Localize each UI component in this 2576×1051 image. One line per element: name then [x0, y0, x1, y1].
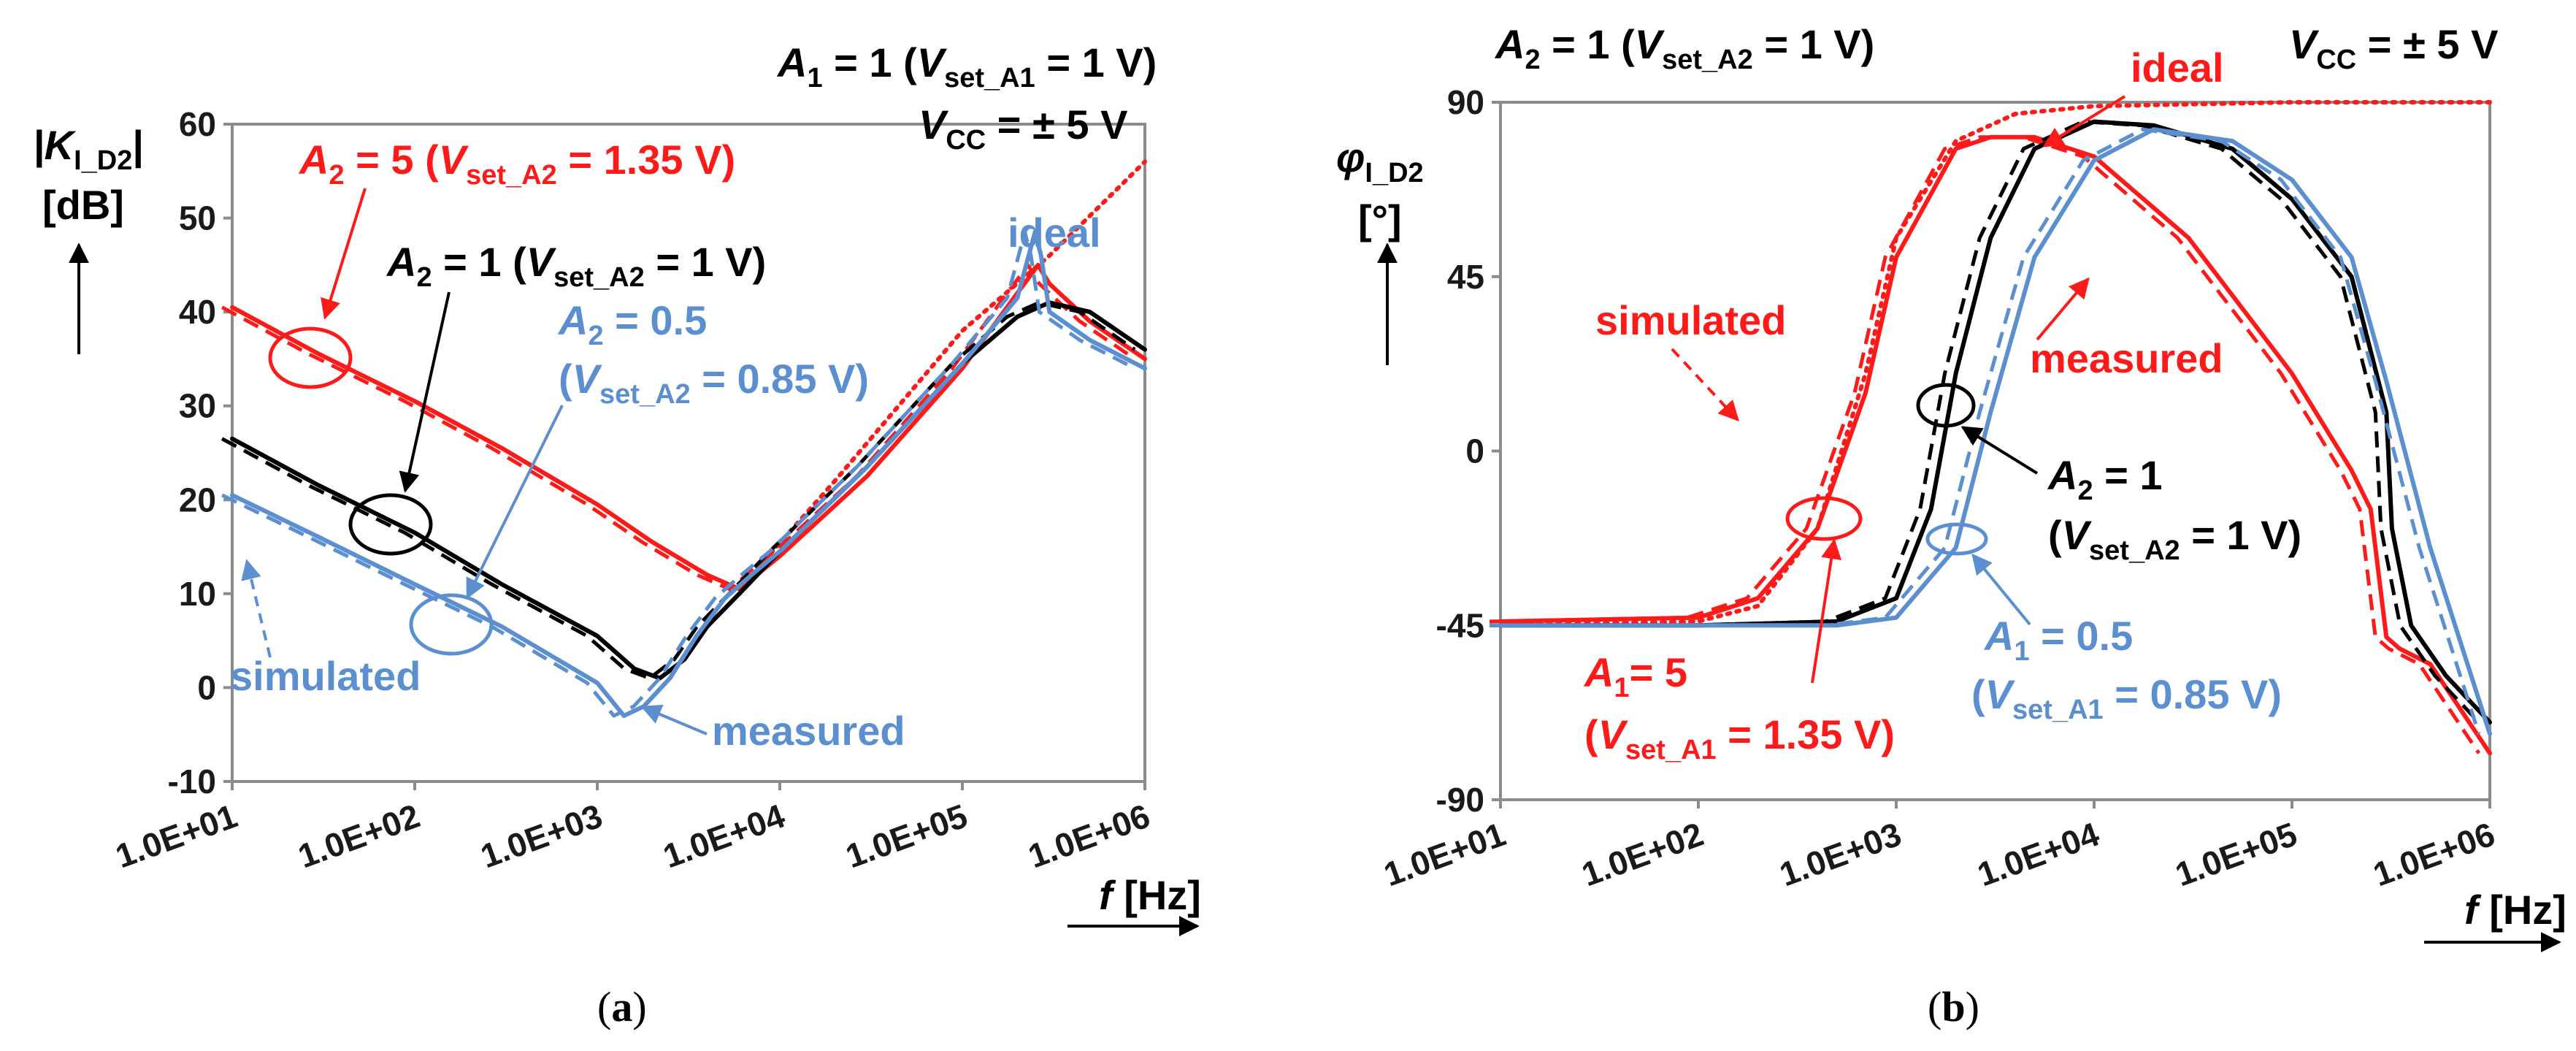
label-a2-1: A2 = 1 (Vset_A2 = 1 V) [386, 239, 766, 293]
x-tick-label-a: 1.0E+02 [293, 797, 424, 876]
y-tick-label-a: 30 [179, 387, 216, 425]
y-tick-label-a: 0 [197, 668, 216, 706]
plot-area-a [231, 123, 1146, 783]
x-tick-label-b: 1.0E+01 [1379, 815, 1510, 894]
simulated-label-a: simulated [230, 653, 421, 699]
label-a2-05: A2 = 0.5 [557, 297, 707, 351]
series-simulated-a-1 [221, 263, 1136, 591]
y-tick-label-b: -45 [1436, 606, 1484, 644]
y-tick-label-b: -90 [1436, 781, 1484, 819]
x-tick-label-a: 1.0E+01 [110, 797, 242, 876]
label-b-a2-1: A2 = 1 [2047, 452, 2163, 506]
y-tick-label-a: 50 [179, 199, 216, 237]
series-line-a-3 [230, 229, 1147, 718]
marker-ellipse-b-a1-05 [1925, 522, 1988, 556]
x-axis-label-a: f [Hz] [1099, 872, 1201, 918]
simulated-label-b: simulated [1595, 297, 1786, 343]
condition-a1-a: A1 = 1 (Vset_A1 = 1 V) [776, 39, 1157, 93]
plot-area-b [1499, 101, 2491, 801]
measured-arrow-a [640, 704, 708, 735]
condition-b: A2 = 1 (Vset_A2 = 1 V) [1494, 21, 1874, 75]
arrow-a2-05 [466, 405, 564, 600]
x-tick-label-a: 1.0E+04 [658, 796, 789, 875]
x-tick-label-b: 1.0E+05 [2170, 815, 2301, 894]
arrow-b-a1-05 [1971, 553, 2031, 626]
vcc-label-b: VCC = ± 5 V [2289, 21, 2498, 75]
y-tick-label-a: 40 [179, 293, 216, 331]
arrow-a2-1 [399, 291, 451, 493]
x-tick-label-a: 1.0E+03 [475, 797, 607, 876]
y-axis-unit-b: [°] [1358, 196, 1402, 242]
label-a2-05-line2: (Vset_A2 = 0.85 V) [559, 356, 869, 410]
measured-arrow-b [2036, 277, 2090, 341]
panel-b: -90 -45 0 45 90 1.0E+01 1.0E+02 1.0E+03 1.0E+04 1… [1336, 21, 2567, 1031]
series-a [221, 159, 1147, 718]
x-tick-label-a: 1.0E+05 [840, 797, 972, 876]
series-line-b-3 [1498, 127, 2492, 736]
label-b-a1-5-line2: (Vset_A1 = 1.35 V) [1584, 711, 1895, 765]
y-tick-label-b: 45 [1447, 258, 1484, 296]
marker-ellipse-b-a2-1 [1916, 383, 1976, 428]
measured-label-b: measured [2030, 335, 2223, 381]
panel-a: -10 0 10 20 30 40 50 60 1.0E+01 1.0E+02 1.0E+03 1.0… [33, 39, 1201, 1031]
x-tick-label-b: 1.0E+03 [1774, 815, 1906, 894]
ideal-label-b: ideal [2131, 45, 2224, 91]
y-tick-label-b: 0 [1465, 432, 1484, 470]
x-tick-label-b: 1.0E+04 [1972, 814, 2104, 893]
arrow-b-a1-5 [1811, 538, 1842, 684]
grid-b [1492, 101, 2491, 809]
marker-ellipse-a2-5 [268, 326, 353, 389]
x-axis-label-b: f [Hz] [2464, 887, 2567, 933]
label-b-a1-5: A1= 5 [1583, 649, 1687, 703]
arrow-a2-5 [321, 188, 367, 320]
series-line-b-2 [1498, 119, 2492, 725]
arrow-b-a2-1 [1960, 426, 2039, 475]
y-axis-label-a: |KI_D2| [33, 122, 144, 176]
x-tick-label-b: 1.0E+06 [2368, 815, 2499, 894]
x-tick-label-a: 1.0E+06 [1023, 797, 1154, 876]
y-axis-label-b: φI_D2 [1336, 134, 1424, 188]
ideal-label-a: ideal [1008, 210, 1101, 256]
y-tick-label-a: 10 [179, 575, 216, 613]
y-tick-label-a: 20 [179, 481, 216, 519]
series-line-a-2 [230, 300, 1147, 681]
y-axis-unit-a: [dB] [42, 182, 124, 228]
x-tick-label-b: 1.0E+02 [1576, 815, 1708, 894]
marker-ellipse-a2-1 [348, 493, 433, 556]
label-a2-5: A2 = 5 (Vset_A2 = 1.35 V) [298, 137, 735, 191]
label-b-a2-1-line2: (Vset_A2 = 1 V) [2048, 512, 2301, 566]
marker-ellipse-a2-05 [409, 593, 494, 656]
caption-a: (a) [597, 983, 647, 1031]
ideal-arrow-b [2042, 95, 2126, 148]
vcc-label-a: VCC = ± 5 V [919, 102, 1127, 156]
y-tick-label-a: -10 [168, 763, 216, 800]
y-tick-label-a: 60 [179, 105, 216, 143]
label-b-a1-05: A1 = 0.5 [1983, 613, 2133, 667]
measured-label-a: measured [712, 708, 905, 754]
caption-b: (b) [1928, 983, 1979, 1031]
y-tick-label-b: 90 [1447, 83, 1484, 121]
label-b-a1-05-line2: (Vset_A1 = 0.85 V) [1971, 671, 2282, 725]
